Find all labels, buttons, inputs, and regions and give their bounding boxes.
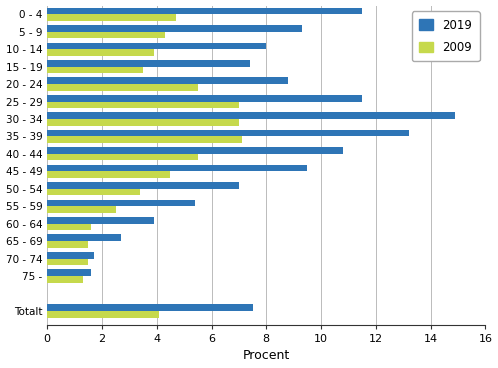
Bar: [47, 102, 239, 108]
Bar: [47, 119, 239, 125]
Bar: [47, 43, 266, 49]
Bar: [47, 182, 239, 189]
Bar: [47, 189, 140, 195]
Bar: [47, 241, 88, 248]
Bar: [47, 199, 195, 206]
Bar: [47, 206, 116, 213]
Bar: [47, 67, 143, 73]
Bar: [47, 130, 409, 137]
Bar: [47, 154, 198, 160]
Bar: [47, 234, 121, 241]
Bar: [47, 276, 83, 283]
Bar: [47, 165, 307, 171]
Bar: [47, 217, 154, 224]
Bar: [47, 77, 288, 84]
Bar: [47, 259, 88, 265]
Bar: [47, 112, 455, 119]
Bar: [47, 304, 252, 311]
Bar: [47, 32, 165, 38]
Bar: [47, 49, 154, 56]
Bar: [47, 14, 176, 21]
Bar: [47, 60, 250, 67]
Bar: [47, 224, 91, 230]
Bar: [47, 8, 362, 14]
Bar: [47, 171, 170, 178]
Legend: 2019, 2009: 2019, 2009: [412, 11, 480, 61]
Bar: [47, 147, 343, 154]
Bar: [47, 25, 302, 32]
Bar: [47, 311, 159, 318]
Bar: [47, 95, 362, 102]
Bar: [47, 269, 91, 276]
Bar: [47, 137, 242, 143]
X-axis label: Procent: Procent: [243, 350, 290, 362]
Bar: [47, 252, 94, 259]
Bar: [47, 84, 198, 91]
